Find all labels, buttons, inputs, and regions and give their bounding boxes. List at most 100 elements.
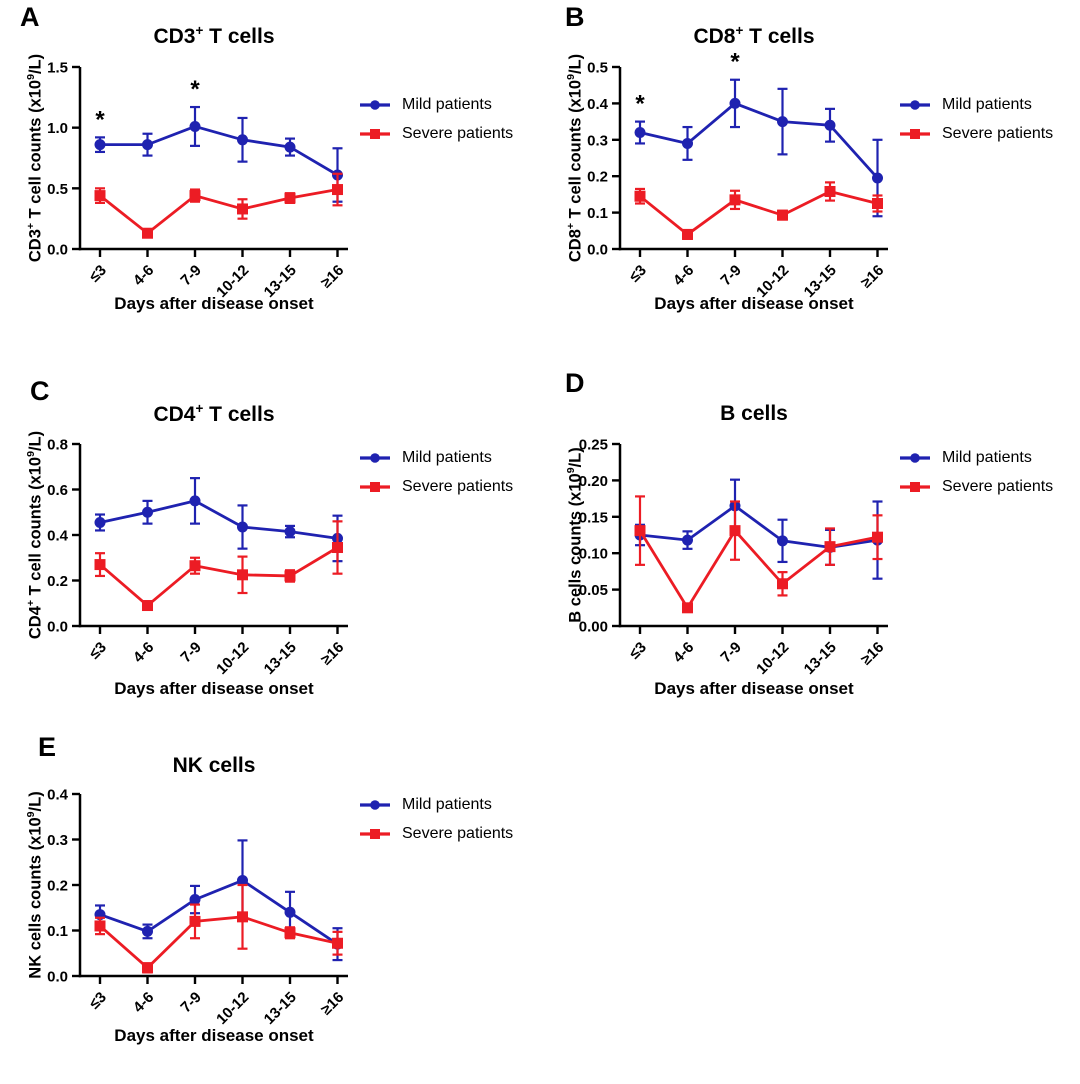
significance-asterisk: * xyxy=(635,91,645,118)
panel-title: NK cells xyxy=(172,754,256,777)
legend-item-mild: Mild patients xyxy=(358,92,513,118)
panel-label: E xyxy=(38,732,57,762)
legend-item-severe: Severe patients xyxy=(358,821,513,847)
y-tick-label: 1.0 xyxy=(47,120,68,137)
x-tick-label: ≥16 xyxy=(858,639,888,669)
x-tick-label: ≤3 xyxy=(626,639,650,663)
plot-area: 0.0 0.2 0.4 0.6 0.8 ≤3 4-6 7-9 10-12 13-15 ≥16 xyxy=(47,437,348,678)
legend-label-mild: Mild patients xyxy=(942,96,1032,113)
y-tick-label: 0.4 xyxy=(587,96,609,113)
series-severe xyxy=(94,883,343,974)
y-tick-label: 0.3 xyxy=(47,832,68,849)
mild-patients-line-dot-icon xyxy=(900,453,930,463)
legend: Mild patients Severe patients xyxy=(358,445,513,503)
legend-label-mild: Mild patients xyxy=(402,796,492,813)
x-tick-label: 10-12 xyxy=(213,639,252,678)
legend-label-severe: Severe patients xyxy=(402,478,514,495)
series-mild xyxy=(94,477,343,563)
x-axis-label: Days after disease onset xyxy=(114,294,314,313)
severe-patients-line-square-icon xyxy=(900,129,930,139)
x-tick-label: ≤3 xyxy=(86,989,110,1013)
y-tick-label: 0.10 xyxy=(579,546,608,563)
y-tick-label: 0.20 xyxy=(579,473,608,490)
x-tick-label: 13-15 xyxy=(261,989,300,1028)
legend-item-mild: Mild patients xyxy=(358,445,513,471)
x-tick-label: 7-9 xyxy=(177,639,204,666)
significance-asterisk: * xyxy=(190,76,200,103)
panel-title: CD4+ T cells xyxy=(153,401,275,426)
y-tick-label: 0.0 xyxy=(587,242,608,259)
x-axis-label: Days after disease onset xyxy=(114,679,314,698)
chart-panel-E: E NK cells NK cells counts (x109/L) 0.0 0… xyxy=(0,720,540,1080)
severe-patients-line-square-icon xyxy=(900,482,930,492)
y-tick-label: 0.8 xyxy=(47,437,68,454)
series-mild xyxy=(94,839,343,962)
legend-label-mild: Mild patients xyxy=(942,449,1032,466)
legend-item-severe: Severe patients xyxy=(898,474,1053,500)
legend-item-mild: Mild patients xyxy=(358,792,513,818)
y-tick-label: 0.00 xyxy=(579,619,608,636)
y-tick-label: 0.25 xyxy=(579,437,608,454)
legend-label-mild: Mild patients xyxy=(402,96,492,113)
legend: Mild patients Severe patients xyxy=(358,92,513,150)
x-tick-label: 7-9 xyxy=(717,262,744,289)
series-severe xyxy=(94,172,343,239)
x-tick-label: ≤3 xyxy=(626,262,650,286)
legend: Mild patients Severe patients xyxy=(358,792,513,850)
y-tick-label: 0.6 xyxy=(47,482,68,499)
x-tick-label: 4-6 xyxy=(130,639,157,666)
x-tick-label: ≥16 xyxy=(318,639,348,669)
x-tick-label: 13-15 xyxy=(801,639,840,678)
legend-item-severe: Severe patients xyxy=(358,121,513,147)
series-severe xyxy=(634,181,883,240)
y-tick-label: 0.3 xyxy=(587,132,608,149)
severe-patients-line-square-icon xyxy=(360,129,390,139)
plot-area: 0.0 0.1 0.2 0.3 0.4 ≤3 4-6 7-9 10-12 13-15 ≥16 xyxy=(47,787,348,1028)
y-tick-label: 0.1 xyxy=(587,205,608,222)
axes: 0.00 0.05 0.10 0.15 0.20 0.25 ≤3 4-6 7-9 10-12 13-… xyxy=(579,437,888,678)
y-tick-label: 0.15 xyxy=(579,509,608,526)
x-tick-label: ≤3 xyxy=(86,639,110,663)
chart-panel-C: C CD4+ T cells CD4+ T cell counts (x109/… xyxy=(0,360,540,720)
legend-item-severe: Severe patients xyxy=(358,474,513,500)
legend-item-severe: Severe patients xyxy=(898,121,1053,147)
legend-label-severe: Severe patients xyxy=(402,125,514,142)
panel-title: CD3+ T cells xyxy=(153,23,275,48)
x-tick-label: ≥16 xyxy=(318,262,348,292)
severe-patients-line-square-icon xyxy=(360,829,390,839)
y-tick-label: 0.0 xyxy=(47,969,68,986)
x-tick-label: 10-12 xyxy=(753,639,792,678)
y-tick-label: 0.5 xyxy=(587,60,608,77)
legend: Mild patients Severe patients xyxy=(898,445,1053,503)
legend-label-severe: Severe patients xyxy=(942,125,1054,142)
x-tick-label: ≤3 xyxy=(86,262,110,286)
chart-panel-D: D B cells B cells counts (x109/L) 0.00 0.… xyxy=(540,360,1080,720)
panel-label: D xyxy=(565,368,585,398)
x-tick-label: 4-6 xyxy=(670,639,697,666)
chart-panel-A: A CD3+ T cells CD3+ T cell counts (x109/… xyxy=(0,0,540,360)
x-axis-label: Days after disease onset xyxy=(654,679,854,698)
legend: Mild patients Severe patients xyxy=(898,92,1053,150)
x-tick-label: ≥16 xyxy=(858,262,888,292)
x-tick-label: 4-6 xyxy=(130,262,157,289)
mild-patients-line-dot-icon xyxy=(360,800,390,810)
panel-title: B cells xyxy=(720,402,788,425)
y-tick-label: 0.2 xyxy=(47,878,68,895)
mild-patients-line-dot-icon xyxy=(360,453,390,463)
legend-item-mild: Mild patients xyxy=(898,92,1053,118)
x-tick-label: 7-9 xyxy=(177,989,204,1016)
legend-item-mild: Mild patients xyxy=(898,445,1053,471)
y-tick-label: 0.0 xyxy=(47,619,68,636)
x-tick-label: 4-6 xyxy=(670,262,697,289)
series-mild xyxy=(634,78,883,218)
significance-asterisk: * xyxy=(730,49,740,76)
panel-label: A xyxy=(20,2,40,32)
mild-patients-line-dot-icon xyxy=(900,100,930,110)
y-tick-label: 0.05 xyxy=(579,582,608,599)
x-tick-label: 10-12 xyxy=(213,989,252,1028)
y-tick-label: 0.5 xyxy=(47,181,68,198)
plot-area: 0.00 0.05 0.10 0.15 0.20 0.25 ≤3 4-6 7-9 10-12 13-… xyxy=(579,437,888,678)
x-tick-label: 4-6 xyxy=(130,989,157,1016)
x-axis-label: Days after disease onset xyxy=(654,294,854,313)
